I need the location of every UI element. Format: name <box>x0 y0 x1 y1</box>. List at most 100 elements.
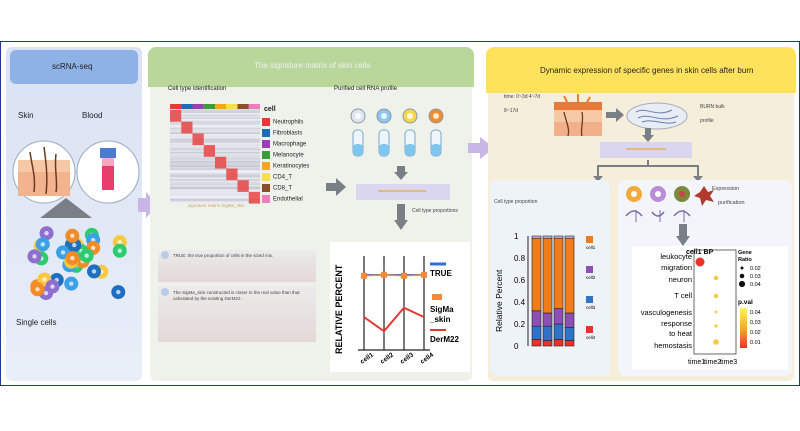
heatmap-cluster-bar <box>203 104 215 109</box>
skin-blood-illustration <box>12 140 140 204</box>
heatmap-row <box>170 174 260 176</box>
heatmap-row <box>170 182 260 184</box>
panel-signature-header <box>148 47 474 87</box>
dot <box>714 310 718 314</box>
heatmap-cluster-bar <box>181 104 193 109</box>
signature-matrix-line <box>378 190 426 192</box>
series-point <box>381 271 387 278</box>
bar-segment <box>531 237 542 312</box>
pval-tick: 0.04 <box>750 310 761 316</box>
heatmap-block <box>203 145 215 157</box>
legend-label: cell3 <box>586 305 596 310</box>
term-label: leukocyte <box>660 252 692 261</box>
x-tick-label: cell4 <box>419 351 435 365</box>
gene-ratio-value: 0.02 <box>750 266 761 272</box>
x-tick-label: time3 <box>720 359 737 366</box>
legend-swatch <box>262 162 270 170</box>
heatmap-row <box>170 126 260 128</box>
term-label: response <box>661 319 692 328</box>
x-tick-label: time1 <box>688 359 705 366</box>
heatmap-row <box>170 200 260 202</box>
series-point <box>361 272 367 279</box>
dot-plot-title: cell1 BP <box>686 249 714 256</box>
arrow-3 <box>394 166 408 180</box>
arrow-2 <box>326 178 346 196</box>
heatmap-block <box>192 133 204 146</box>
heatmap-block <box>170 110 182 122</box>
legend-swatch <box>262 173 270 181</box>
arrow-8 <box>676 224 690 246</box>
note-bullet-1 <box>161 251 169 259</box>
y-axis-label: Relative Percent <box>494 269 504 332</box>
dot <box>713 275 719 281</box>
legend-swatch <box>262 140 270 148</box>
cell-nucleus <box>70 233 75 238</box>
bar-segment <box>553 308 564 325</box>
panel-dynamic-title: Dynamic expression of specific genes in … <box>540 66 754 75</box>
series-point <box>421 271 427 278</box>
heatmap-cluster-bar <box>237 104 249 109</box>
bar-segment <box>564 237 575 314</box>
cell-nucleus <box>84 253 89 258</box>
legend-swatch <box>262 195 270 203</box>
heatmap-cluster-bar <box>170 104 182 109</box>
arrow-5 <box>468 137 494 159</box>
signature-matrix-box <box>356 184 450 200</box>
cell-nucleus <box>32 254 37 259</box>
legend-label: cell4 <box>586 335 596 340</box>
heatmap-row <box>170 179 260 181</box>
heatmap-block <box>181 121 193 134</box>
term-label: migration <box>661 263 692 272</box>
series-line <box>363 273 425 277</box>
burn-bulk-label: BURN bulk <box>700 104 725 110</box>
rna-profile <box>626 102 688 130</box>
arrow-1 <box>138 192 158 218</box>
bar-segment <box>542 235 553 239</box>
heatmap-row <box>170 119 260 121</box>
cell-type-id-label: Cell type identification <box>168 86 227 92</box>
legend-label: Fibroblasts <box>273 130 303 137</box>
heatmap-row <box>170 123 260 125</box>
legend-label: SigMa <box>430 305 454 314</box>
purified-cell-nucleus <box>381 113 387 119</box>
purified-cell-nucleus <box>433 113 439 119</box>
legend-item: CD8_T <box>262 184 292 192</box>
note-1: TRUE: the true proportion of cells in th… <box>173 253 274 258</box>
gene-ratio-dot <box>740 266 744 270</box>
skin-burn-illustration <box>554 94 602 137</box>
term-label: T cell <box>674 291 692 300</box>
single-cells-label: Single cells <box>16 318 57 327</box>
bar-segment <box>542 325 553 341</box>
heatmap-block <box>215 156 227 169</box>
deconv-box <box>600 142 692 158</box>
triangle-arrow <box>40 198 92 218</box>
heatmap-block <box>237 180 249 192</box>
legend-item: CD4_T <box>262 173 292 181</box>
heatmap-row <box>170 173 260 175</box>
gene-ratio-value: 0.03 <box>750 274 761 280</box>
purified-cell-nucleus <box>355 113 361 119</box>
tube-liquid <box>379 144 389 156</box>
legend-label: CD4_T <box>273 174 293 181</box>
pval-tick: 0.03 <box>750 320 761 326</box>
legend-label: Endothelial <box>273 196 303 203</box>
bar-segment <box>531 325 542 340</box>
cell-nucleus <box>50 284 55 289</box>
cell-nucleus <box>116 289 121 295</box>
x-tick-label: cell1 <box>359 351 375 365</box>
legend-item: Endothelial <box>262 195 303 203</box>
bar-segment <box>564 327 575 341</box>
heatmap-row <box>170 201 260 203</box>
legend-item: Melanocyte <box>262 151 304 159</box>
pval-colorbar <box>740 308 747 348</box>
y-tick-label: 0.8 <box>514 254 526 263</box>
cell-nucleus <box>72 242 77 248</box>
gene-ratio-dot <box>738 280 746 288</box>
bar-segment <box>553 235 564 239</box>
term-label: neuron <box>669 275 692 284</box>
heatmap-block <box>248 191 260 204</box>
purification-label: purification <box>718 200 745 206</box>
bar-segment <box>564 340 575 347</box>
x-tick-label: time2 <box>704 359 721 366</box>
